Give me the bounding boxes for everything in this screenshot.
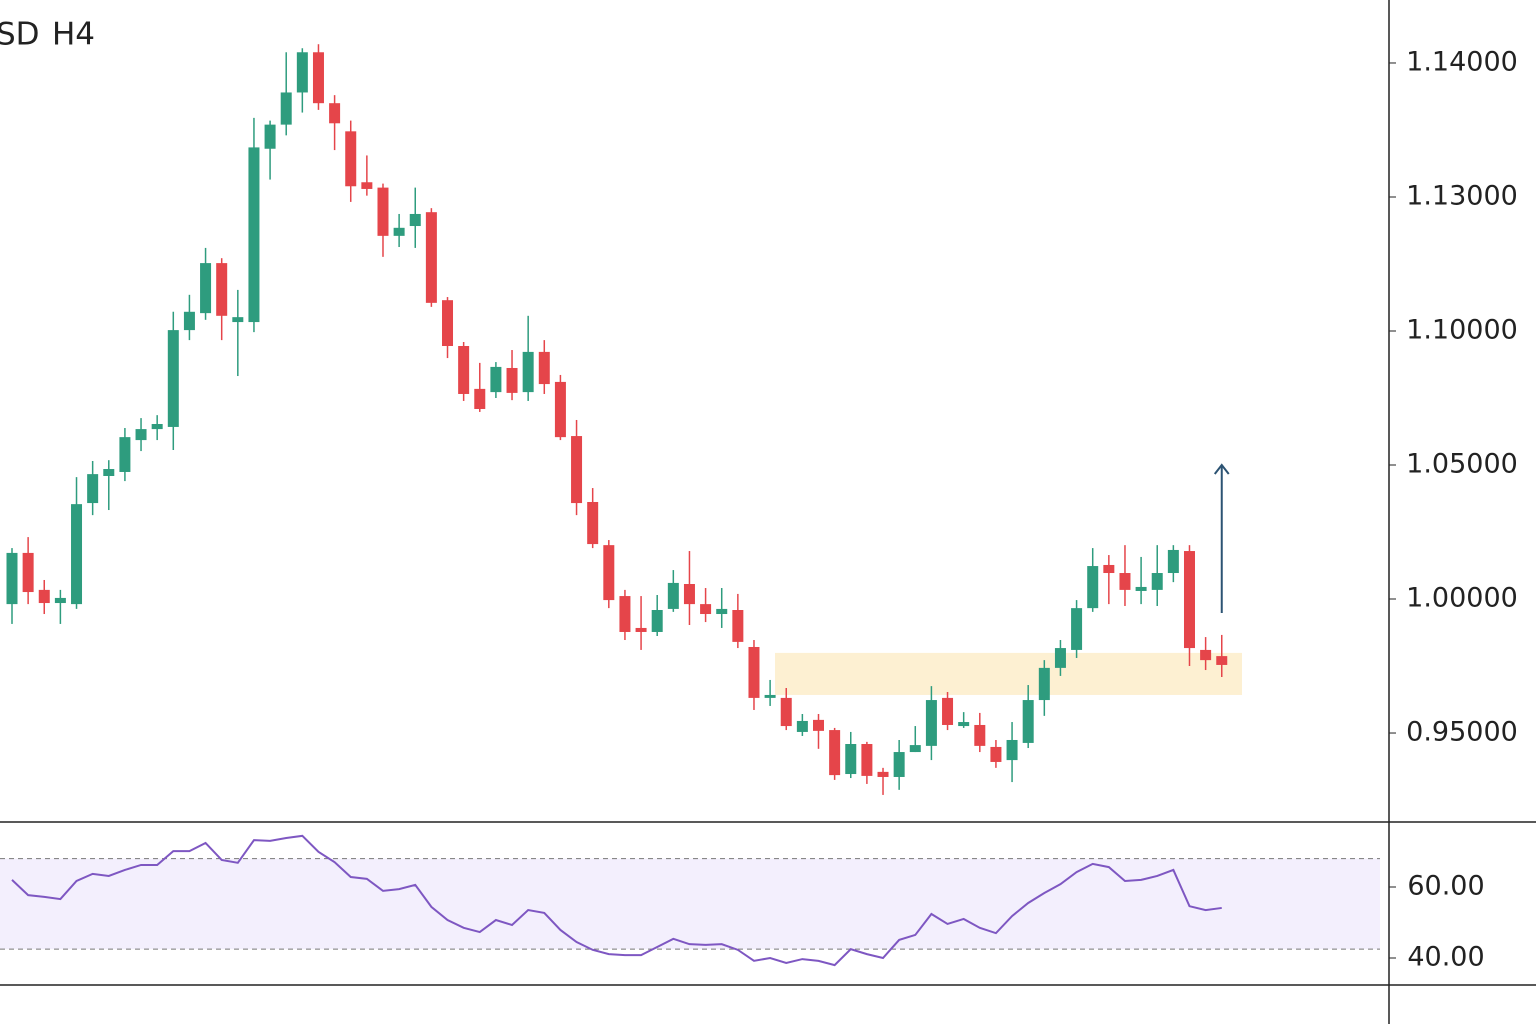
- candle-body: [780, 697, 792, 727]
- candle-body: [748, 646, 760, 698]
- candle-body: [458, 346, 470, 394]
- candle-body: [909, 745, 921, 753]
- candle-body: [1183, 551, 1195, 649]
- candle-body: [312, 52, 324, 104]
- candle-body: [942, 697, 954, 725]
- candle-body: [409, 213, 421, 227]
- candle-body: [264, 124, 276, 149]
- candle-body: [522, 351, 534, 393]
- candle-body: [71, 504, 83, 605]
- y-tick-label: 60.00: [1407, 870, 1484, 901]
- candle-body: [958, 722, 970, 727]
- candle-body: [393, 227, 405, 236]
- candle-body: [329, 103, 341, 124]
- candle-body: [280, 92, 292, 125]
- zone: [775, 652, 1242, 695]
- candle-body: [1119, 573, 1131, 590]
- candle-body: [683, 584, 695, 605]
- candle-body: [732, 610, 744, 642]
- y-tick-label: 1.14000: [1406, 46, 1518, 77]
- candle-body: [119, 437, 131, 472]
- candle-body: [345, 131, 357, 187]
- candle-body: [361, 182, 373, 189]
- candle-body: [893, 752, 905, 777]
- candle-body: [925, 700, 937, 746]
- candle-body: [845, 744, 857, 775]
- candle-body: [425, 212, 437, 303]
- candle-body: [87, 474, 99, 504]
- candle-body: [1038, 667, 1050, 701]
- candle-body: [1167, 549, 1179, 574]
- candle-body: [1135, 586, 1147, 591]
- candle-body: [296, 52, 308, 93]
- candle-body: [538, 351, 550, 385]
- candle-body: [1216, 656, 1228, 665]
- candle-body: [1006, 739, 1018, 761]
- candle-body: [506, 367, 518, 393]
- candle-body: [1200, 649, 1212, 661]
- candle-body: [603, 545, 615, 601]
- y-tick-label: 1.10000: [1406, 314, 1518, 345]
- candle-body: [6, 552, 18, 605]
- candle-body: [183, 311, 195, 331]
- candle-body: [635, 627, 647, 632]
- symbol: SD: [0, 17, 40, 53]
- candle-body: [667, 582, 679, 609]
- candle-body: [829, 730, 841, 776]
- candle-body: [216, 263, 228, 316]
- candle-body: [877, 771, 889, 777]
- candle-body: [1022, 700, 1034, 743]
- price-pane: 0.95000 1.00000 1.05000 1.10000 1.13000 1.140…: [6, 44, 1518, 795]
- candle-body: [54, 597, 66, 604]
- candle-body: [232, 317, 244, 323]
- candle-body: [571, 436, 583, 504]
- candle-body: [442, 300, 454, 347]
- candle-body: [700, 604, 712, 615]
- y-tick-label: 40.00: [1407, 942, 1484, 973]
- candle-body: [135, 429, 147, 441]
- candle-body: [103, 469, 115, 476]
- candle-body: [554, 381, 566, 438]
- y-tick-label: 1.05000: [1406, 449, 1518, 480]
- candle-body: [1071, 608, 1083, 650]
- candle-body: [38, 589, 50, 604]
- candle-body: [587, 501, 599, 545]
- candle-body: [619, 596, 631, 632]
- y-tick-label: 0.95000: [1406, 717, 1518, 748]
- candle-body: [1087, 566, 1099, 609]
- candle-body: [716, 608, 728, 615]
- candle-body: [474, 388, 486, 409]
- candle-body: [813, 719, 824, 731]
- timeframe: H4: [52, 17, 95, 53]
- candle-body: [651, 610, 663, 632]
- candle-body: [1054, 648, 1066, 668]
- candle-body: [377, 187, 389, 236]
- candle-body: [490, 366, 502, 393]
- candle-body: [990, 746, 1002, 762]
- candle-body: [248, 147, 260, 323]
- candle-body: [861, 744, 873, 776]
- arrow-head: [1213, 463, 1230, 475]
- candle-body: [1151, 573, 1163, 590]
- candle-body: [796, 720, 808, 732]
- rsi-line: [11, 834, 1222, 967]
- candle-body: [1103, 564, 1115, 574]
- candle-body: [167, 330, 179, 427]
- y-tick-label: 1.00000: [1406, 583, 1518, 614]
- candle-body: [974, 724, 986, 746]
- y-tick-label: 1.13000: [1406, 180, 1518, 211]
- candle-body: [200, 263, 212, 314]
- rsi-band: [0, 858, 1380, 950]
- candle-body: [151, 423, 163, 430]
- candle-body: [22, 552, 34, 593]
- candle-body: [764, 694, 776, 698]
- rsi-pane: 60.00 40.00: [0, 834, 1485, 973]
